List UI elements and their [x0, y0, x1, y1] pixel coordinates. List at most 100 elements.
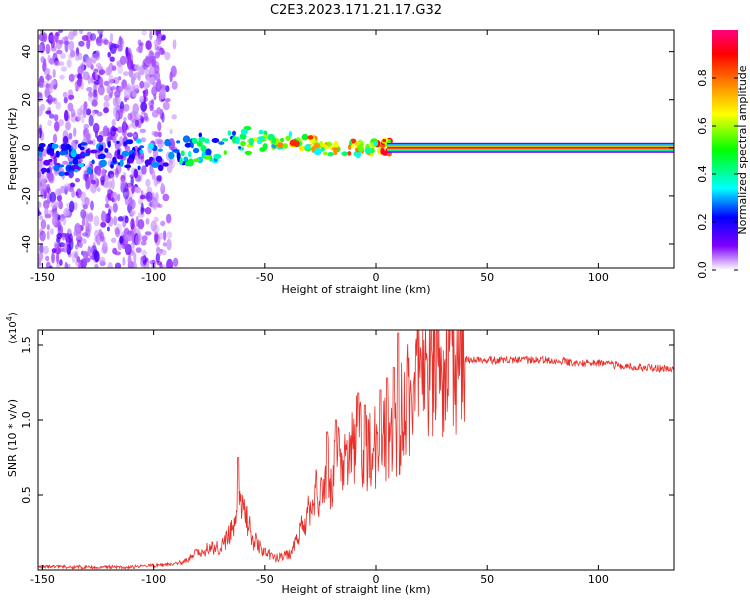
spectrogram-blob [53, 164, 60, 172]
spectrogram-speckle [162, 101, 170, 111]
spectrogram-speckle [63, 40, 70, 46]
spectrogram-speckle [92, 138, 96, 146]
spectrogram-speckle [143, 112, 148, 121]
spectrogram-blob [43, 159, 51, 166]
spectrogram-speckle [66, 243, 72, 255]
spectrogram-blob [151, 161, 159, 168]
spectrogram-speckle [58, 119, 64, 127]
spectrogram-speckle [126, 132, 133, 138]
spectrogram-speckle [161, 112, 165, 123]
spectrogram-speckle [63, 109, 69, 122]
spectrogram-speckle [56, 252, 60, 264]
spectrogram-speckle [38, 105, 44, 113]
spectrogram-speckle [78, 190, 83, 196]
spectrogram-speckle [68, 73, 75, 82]
spectrogram-blob [145, 160, 152, 166]
spectrogram-blob [68, 166, 73, 170]
spectrogram-speckle [74, 244, 79, 250]
spectrogram-speckle [130, 218, 135, 230]
spectrogram-speckle [70, 182, 76, 188]
spectrogram-speckle [57, 167, 65, 173]
x-tick-label: 50 [480, 573, 494, 586]
spectrogram-speckle [151, 131, 156, 136]
spectrogram-speckle [139, 80, 145, 89]
x-tick-label: 100 [588, 271, 609, 284]
spectrogram-blob [218, 141, 225, 145]
spectrogram-speckle [68, 132, 73, 140]
spectrogram-blob [240, 140, 246, 147]
spectrogram-speckle [139, 65, 145, 76]
spectrogram-blob [58, 171, 65, 177]
spectrogram-x-axis-label: Height of straight line (km) [281, 283, 430, 296]
spectrogram-speckle [133, 168, 139, 179]
spectrogram-blob [80, 142, 88, 146]
spectrogram-blob [331, 147, 339, 151]
figure-title: C2E3.2023.171.21.17.G32 [270, 3, 442, 18]
spectrogram-speckle [128, 67, 134, 78]
spectrogram-speckle [88, 114, 94, 127]
spectrogram-speckle [143, 81, 148, 90]
spectrogram-speckle [150, 99, 154, 105]
spectrogram-speckle [81, 217, 86, 227]
spectrogram-blob [211, 138, 220, 143]
spectrogram-speckle [82, 106, 87, 119]
spectrogram-speckle [89, 213, 93, 219]
spectrogram-speckle [99, 231, 105, 242]
spectrogram-speckle [51, 252, 55, 264]
spectrogram-blob [89, 149, 98, 154]
spectrogram-blob [98, 144, 104, 152]
spectrogram-speckle [135, 159, 143, 165]
spectrogram-speckle [74, 250, 79, 259]
spectrogram-speckle [123, 116, 127, 122]
spectrogram-speckle [39, 174, 47, 184]
spectrogram-blob [257, 136, 266, 141]
spectrogram-blob [327, 152, 334, 157]
spectrogram-speckle [68, 94, 75, 100]
spectrogram-blob [239, 133, 247, 140]
spectrogram-blob [168, 151, 175, 160]
spectrogram-speckle [164, 98, 171, 103]
spectrogram-speckle [49, 34, 55, 42]
snr-x-axis-label: Height of straight line (km) [281, 583, 430, 596]
spectrogram-speckle [126, 58, 133, 70]
spectrogram-speckle [119, 55, 127, 65]
spectrogram-blob [357, 144, 364, 152]
spectrogram-speckle [71, 189, 75, 198]
spectrogram-speckle [155, 253, 160, 263]
spectrogram-speckle [58, 30, 64, 33]
spectrogram-speckle [93, 215, 100, 227]
spectrogram-speckle [82, 232, 89, 237]
spectrogram-blob [59, 150, 66, 156]
spectrogram-blob [364, 147, 373, 155]
snr-series [38, 330, 674, 570]
spectrogram-speckle [86, 39, 91, 50]
spectrogram-blob [129, 139, 133, 144]
spectrogram-speckle [145, 191, 153, 203]
spectrogram-speckle [75, 227, 82, 239]
spectrogram-blob [176, 140, 181, 144]
spectrogram-speckle [92, 89, 98, 98]
spectrogram-speckle [50, 201, 57, 209]
colorbar-tick-label: 0.6 [696, 117, 709, 135]
spectrogram-speckle [122, 187, 130, 200]
spectrogram-blob [116, 149, 121, 156]
spectrogram-speckle [164, 51, 171, 61]
spectrogram-blob [149, 156, 154, 161]
spectrogram-speckle [62, 160, 69, 165]
spectrogram-speckle [81, 115, 85, 124]
spectrogram-speckle [162, 242, 168, 247]
spectrogram-speckle [44, 207, 49, 217]
spectrogram-speckle [82, 172, 87, 181]
spectrogram-speckle [85, 178, 90, 190]
spectrogram-speckle [144, 231, 152, 236]
spectrogram-speckle [38, 124, 43, 136]
spectrogram-speckle [109, 32, 114, 43]
spectrogram-speckle [90, 76, 94, 84]
spectrogram-speckle [136, 67, 143, 73]
spectrogram-blob [355, 151, 361, 159]
spectrogram-blob [139, 145, 145, 149]
spectrogram-speckle [154, 231, 159, 243]
spectrogram-speckle [134, 72, 141, 78]
spectrogram-speckle [145, 218, 150, 225]
spectrogram-blob [248, 137, 254, 146]
